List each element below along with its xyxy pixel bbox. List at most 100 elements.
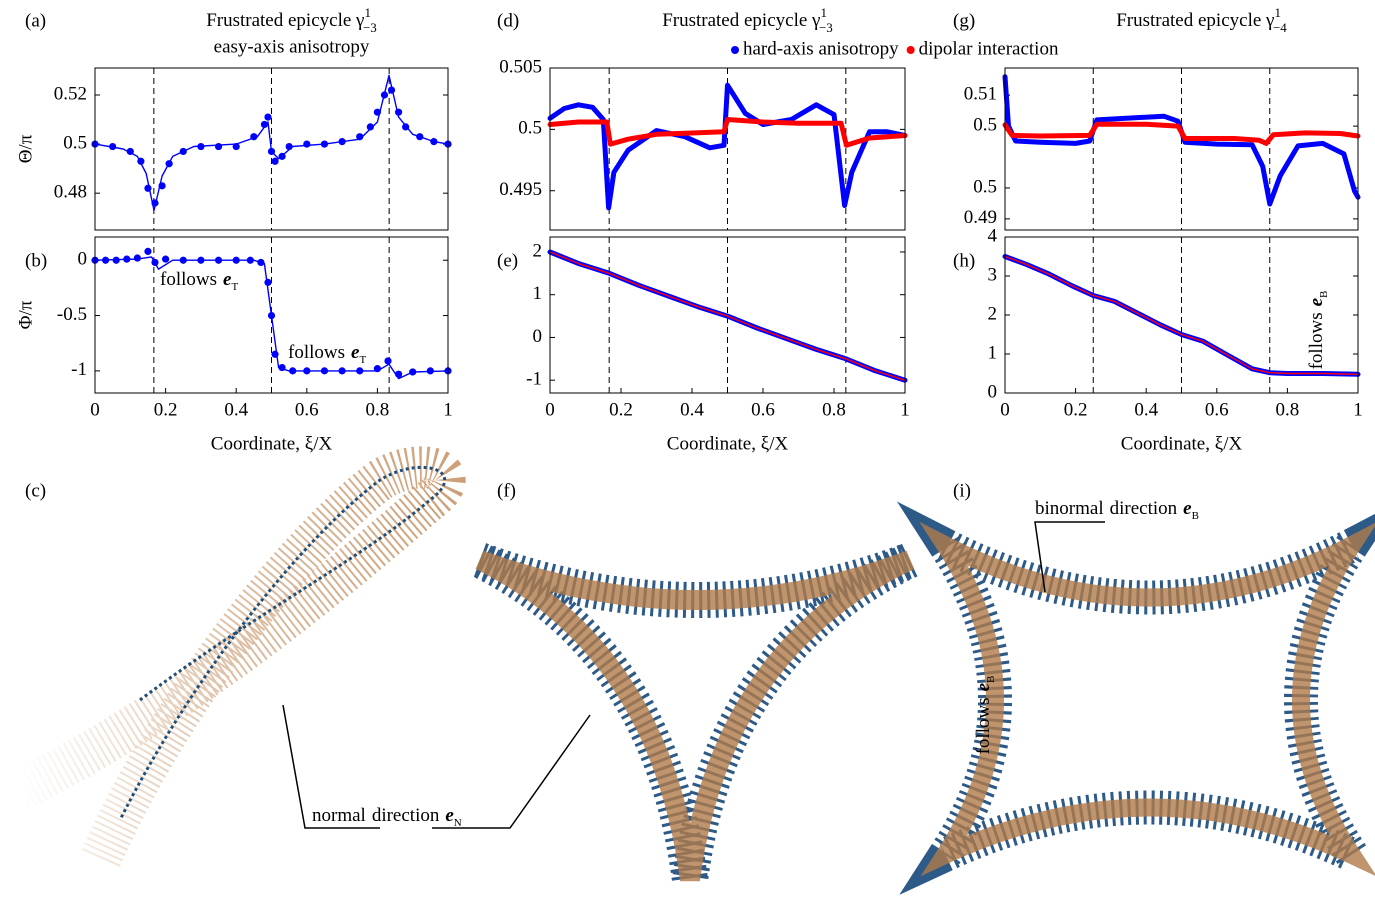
panel-label: (e)	[497, 250, 518, 271]
title-subscript: −3	[363, 20, 377, 35]
y-tick-label: 0.49	[964, 207, 997, 228]
y-tick-label: 0	[988, 381, 998, 402]
y-tick-label: 0.5	[973, 114, 997, 135]
annotation-subscript: N	[454, 817, 462, 829]
x-tick-label: 0.8	[822, 399, 846, 420]
y-tick-label: 4	[988, 225, 998, 246]
chart-title: Frustrated epicycle γ1 −3	[662, 5, 833, 35]
annotation-subscript: T	[231, 281, 238, 293]
panel-label: (g)	[953, 10, 975, 31]
annotation: follows eB	[1306, 291, 1329, 370]
panel-label: (i)	[953, 480, 971, 501]
arrows-c	[118, 465, 447, 821]
x-tick-label: 1	[900, 399, 910, 420]
data-point	[260, 120, 269, 129]
annotation: follows eB	[973, 676, 996, 755]
chart-title-text: Frustrated epicycle γ	[206, 10, 364, 31]
data-point	[144, 247, 152, 255]
annotation-text: binormal	[1035, 498, 1104, 519]
callout-line	[282, 704, 380, 829]
y-tick-label: 0.5	[63, 132, 87, 153]
plot-frame	[1004, 236, 1359, 394]
annotation-symbol: e	[1183, 498, 1192, 519]
legend-marker	[906, 46, 915, 54]
panel-label: (a)	[25, 10, 46, 31]
annotation: follows eT	[160, 269, 238, 292]
y-tick-label: -1	[526, 369, 542, 390]
y-tick-label: -0.5	[57, 304, 87, 325]
y-tick-label: 3	[988, 264, 998, 285]
y-tick-label: -1	[71, 359, 87, 380]
legend-label: hard-axis anisotropy	[743, 38, 899, 59]
ribbon-i	[919, 521, 1375, 877]
plot-frame	[1004, 67, 1359, 231]
y-tick-label: 2	[533, 240, 543, 261]
y-tick-label: 2	[988, 303, 998, 324]
x-tick-label: 0.4	[1134, 399, 1158, 420]
y-tick-label: 0.495	[499, 179, 542, 200]
illustrations	[10, 446, 1375, 896]
annotation-symbol: e	[351, 342, 360, 363]
annotation: follows eT	[288, 342, 366, 365]
data-point	[162, 255, 170, 263]
x-tick-label: 0.4	[680, 399, 704, 420]
data-line	[1002, 121, 1361, 146]
x-axis-label: Coordinate, ξ/X	[667, 433, 789, 454]
title-superscript: 1	[1274, 5, 1281, 20]
panel-label: (f)	[497, 480, 516, 501]
annotation-text: follows	[288, 342, 345, 363]
plot-frame	[549, 67, 906, 231]
data-point	[271, 157, 279, 165]
annotation-text: follows	[160, 269, 217, 290]
data-point	[366, 123, 374, 131]
callout-line	[1034, 521, 1105, 593]
data-line	[1002, 74, 1361, 207]
y-tick-label: 0.505	[499, 56, 542, 77]
legend-label: dipolar interaction	[919, 38, 1059, 59]
chart-title-text: Frustrated epicycle γ	[662, 10, 820, 31]
data-point	[356, 133, 364, 141]
y-tick-label: 1	[988, 342, 998, 363]
x-tick-label: 0.6	[295, 399, 319, 420]
data-line	[549, 251, 906, 381]
title-superscript: 1	[364, 5, 371, 20]
data-point	[303, 140, 311, 148]
title-subscript: −4	[1273, 20, 1287, 35]
annotation-text: follows	[973, 697, 994, 754]
y-tick-label: 1	[533, 283, 543, 304]
annotation-text: follows	[1306, 312, 1327, 369]
y-tick-label: 0.48	[54, 182, 87, 203]
annotation-symbol: e	[445, 805, 454, 826]
annotation-subscript: T	[359, 354, 366, 366]
x-tick-label: 0.4	[224, 399, 248, 420]
x-tick-label: 0.8	[366, 399, 390, 420]
x-tick-label: 0	[545, 399, 555, 420]
annotation-text: direction	[372, 805, 440, 826]
annotation: binormal direction eB	[1035, 498, 1199, 521]
chart-subtitle: easy-axis anisotropy	[214, 36, 370, 57]
data-line	[94, 256, 449, 380]
panel-label: (d)	[497, 10, 519, 31]
x-tick-label: 0	[90, 399, 100, 420]
chart-title: Frustrated epicycle γ1 −3	[206, 5, 377, 35]
annotation-symbol: e	[223, 269, 232, 290]
chart-title: Frustrated epicycle γ1 −4	[1116, 5, 1287, 35]
panel-label: (h)	[953, 250, 975, 271]
annotation-symbol: e	[973, 682, 994, 691]
callout-line	[432, 714, 591, 829]
x-tick-label: 0	[1000, 399, 1010, 420]
annotation-text: normal	[312, 805, 366, 826]
panel-label: (b)	[25, 250, 47, 271]
title-superscript: 1	[820, 5, 827, 20]
data-point	[384, 357, 392, 365]
y-tick-label: 0.5	[518, 118, 542, 139]
annotation-symbol: e	[1306, 297, 1327, 306]
x-axis-label: Coordinate, ξ/X	[1121, 433, 1243, 454]
annotation-text: direction	[1110, 498, 1178, 519]
ribbon-f	[475, 550, 915, 882]
data-line	[94, 74, 449, 212]
x-tick-label: 0.8	[1276, 399, 1300, 420]
x-tick-label: 0.6	[1205, 399, 1229, 420]
data-line	[547, 117, 908, 148]
chart-title-text: Frustrated epicycle γ	[1116, 10, 1274, 31]
